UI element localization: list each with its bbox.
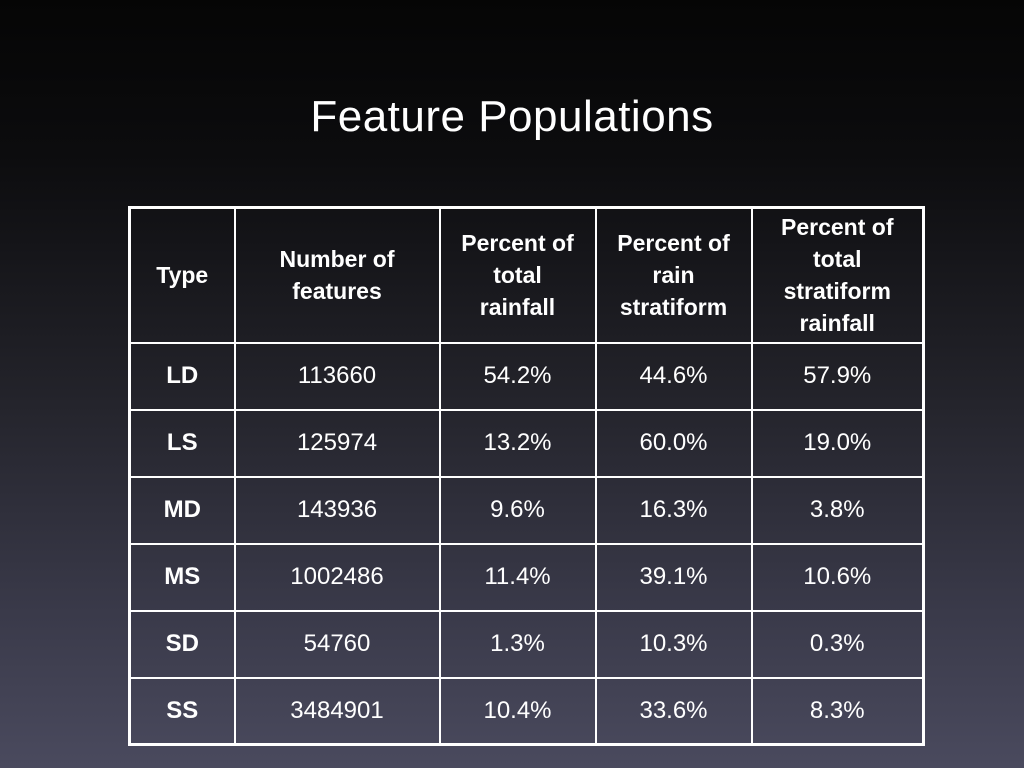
cell-number-of-features: 113660 bbox=[233, 341, 441, 411]
slide-title-text: Feature Populations bbox=[310, 92, 714, 141]
cell-number-of-features: 3484901 bbox=[233, 676, 441, 746]
table-row: SD 54760 1.3% 10.3% 0.3% bbox=[128, 609, 925, 679]
feature-populations-table: Type Number of features Percent of total… bbox=[128, 206, 925, 746]
cell-pct-rain-stratiform: 10.3% bbox=[594, 609, 753, 679]
header-number-of-features: Number of features bbox=[233, 206, 441, 344]
table-header-row: Type Number of features Percent of total… bbox=[128, 206, 925, 344]
cell-pct-total-rainfall: 9.6% bbox=[438, 475, 597, 545]
table-row: LS 125974 13.2% 60.0% 19.0% bbox=[128, 408, 925, 478]
cell-pct-rain-stratiform: 16.3% bbox=[594, 475, 753, 545]
cell-pct-rain-stratiform: 33.6% bbox=[594, 676, 753, 746]
cell-number-of-features: 1002486 bbox=[233, 542, 441, 612]
cell-pct-total-stratiform-rainfall: 19.0% bbox=[750, 408, 925, 478]
cell-pct-total-rainfall: 54.2% bbox=[438, 341, 597, 411]
table-row: SS 3484901 10.4% 33.6% 8.3% bbox=[128, 676, 925, 746]
cell-type: SS bbox=[128, 676, 236, 746]
table-row: MD 143936 9.6% 16.3% 3.8% bbox=[128, 475, 925, 545]
cell-number-of-features: 143936 bbox=[233, 475, 441, 545]
slide-title: Feature Populations bbox=[0, 92, 1024, 142]
header-pct-total-stratiform-rainfall: Percent of total stratiform rainfall bbox=[750, 206, 925, 344]
cell-type: LD bbox=[128, 341, 236, 411]
cell-pct-rain-stratiform: 39.1% bbox=[594, 542, 753, 612]
header-type: Type bbox=[128, 206, 236, 344]
header-pct-rain-stratiform: Percent of rain stratiform bbox=[594, 206, 753, 344]
header-pct-total-rainfall: Percent of total rainfall bbox=[438, 206, 597, 344]
cell-pct-total-stratiform-rainfall: 57.9% bbox=[750, 341, 925, 411]
cell-pct-total-stratiform-rainfall: 3.8% bbox=[750, 475, 925, 545]
table-row: MS 1002486 11.4% 39.1% 10.6% bbox=[128, 542, 925, 612]
cell-pct-total-stratiform-rainfall: 0.3% bbox=[750, 609, 925, 679]
cell-pct-total-rainfall: 1.3% bbox=[438, 609, 597, 679]
cell-type: MD bbox=[128, 475, 236, 545]
cell-pct-total-rainfall: 10.4% bbox=[438, 676, 597, 746]
cell-type: LS bbox=[128, 408, 236, 478]
cell-type: SD bbox=[128, 609, 236, 679]
cell-number-of-features: 125974 bbox=[233, 408, 441, 478]
cell-pct-total-stratiform-rainfall: 10.6% bbox=[750, 542, 925, 612]
cell-pct-total-rainfall: 13.2% bbox=[438, 408, 597, 478]
cell-pct-rain-stratiform: 60.0% bbox=[594, 408, 753, 478]
cell-number-of-features: 54760 bbox=[233, 609, 441, 679]
cell-pct-total-rainfall: 11.4% bbox=[438, 542, 597, 612]
table-row: LD 113660 54.2% 44.6% 57.9% bbox=[128, 341, 925, 411]
cell-pct-total-stratiform-rainfall: 8.3% bbox=[750, 676, 925, 746]
cell-type: MS bbox=[128, 542, 236, 612]
cell-pct-rain-stratiform: 44.6% bbox=[594, 341, 753, 411]
